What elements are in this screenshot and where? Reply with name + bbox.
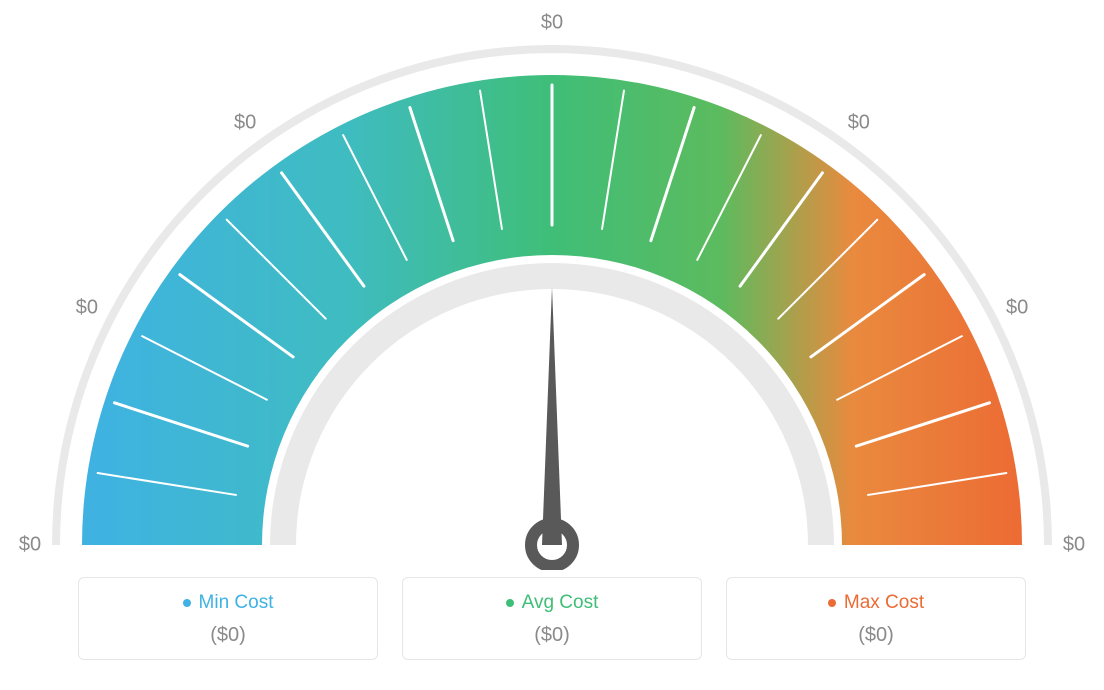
legend-dot-min <box>183 599 191 607</box>
legend-title-min: Min Cost <box>183 592 274 614</box>
legend-label-avg: Avg Cost <box>522 592 599 614</box>
cost-gauge-container: $0 $0 $0 $0 $0 $0 $0 Min Cost ($0) Avg Cost ($… <box>0 0 1104 690</box>
legend-title-avg: Avg Cost <box>506 592 599 614</box>
legend-title-max: Max Cost <box>828 592 924 614</box>
legend-value-min: ($0) <box>99 624 357 647</box>
legend-value-avg: ($0) <box>423 624 681 647</box>
gauge-tick-label: $0 <box>1063 534 1085 557</box>
gauge-tick-label: $0 <box>234 111 256 134</box>
gauge-tick-label: $0 <box>541 12 563 35</box>
legend-label-max: Max Cost <box>844 592 924 614</box>
gauge-tick-label: $0 <box>848 111 870 134</box>
legend-row: Min Cost ($0) Avg Cost ($0) Max Cost ($0… <box>0 577 1104 660</box>
legend-card-min: Min Cost ($0) <box>78 577 378 660</box>
legend-card-avg: Avg Cost ($0) <box>402 577 702 660</box>
legend-card-max: Max Cost ($0) <box>726 577 1026 660</box>
gauge-tick-label: $0 <box>1006 297 1028 320</box>
legend-dot-avg <box>506 599 514 607</box>
legend-label-min: Min Cost <box>199 592 274 614</box>
gauge-tick-label: $0 <box>76 297 98 320</box>
gauge-svg <box>0 10 1104 570</box>
gauge-tick-label: $0 <box>19 534 41 557</box>
legend-value-max: ($0) <box>747 624 1005 647</box>
gauge-chart: $0 $0 $0 $0 $0 $0 $0 <box>0 10 1104 570</box>
legend-dot-max <box>828 599 836 607</box>
